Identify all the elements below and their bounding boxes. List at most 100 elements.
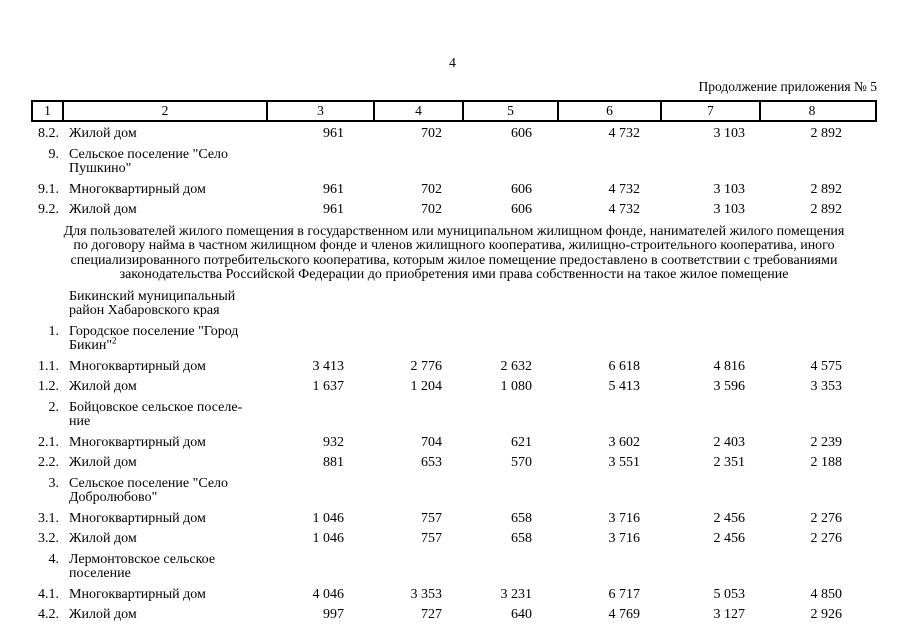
cell-col-7: 2 456 — [713, 531, 746, 547]
cell-col-5: 658 — [511, 531, 532, 547]
cell-col-3: 881 — [323, 455, 344, 471]
cell-col-4 — [377, 401, 468, 430]
table-row: 8.2. Жилой дом 961 702 606 4 732 3 103 2 892 — [31, 126, 877, 142]
cell-col-3: 1 046 — [312, 531, 345, 547]
row-name: Бикинский муниципальный район Хабаровско… — [69, 288, 236, 319]
row-name: Жилой дом — [69, 379, 137, 395]
cell-col-4: 3 353 — [410, 586, 443, 602]
row-number: 1. — [48, 323, 60, 339]
table-row: 2.1. Многоквартирный дом 932 704 621 3 602 2 4… — [31, 434, 877, 451]
row-number: 4. — [48, 551, 60, 567]
cell-col-6: 4 732 — [608, 181, 641, 197]
cell-col-7: 3 103 — [713, 202, 746, 217]
cell-col-6: 3 716 — [608, 531, 641, 547]
cell-col-4 — [377, 553, 468, 582]
row-number: 1.1. — [38, 358, 59, 374]
column-header-5: 5 — [462, 102, 557, 120]
cell-col-8: 2 276 — [810, 531, 843, 547]
row-number: 8.2. — [38, 126, 59, 141]
cell-col-7: 2 456 — [713, 510, 746, 526]
cell-col-4: 1 204 — [410, 379, 443, 395]
table-row: 1.2. Жилой дом 1 637 1 204 1 080 5 413 3 596 3 … — [31, 380, 877, 395]
cell-col-4: 704 — [421, 434, 442, 450]
cell-col-7 — [670, 290, 771, 319]
column-header-8: 8 — [759, 102, 863, 120]
cell-col-6: 6 717 — [608, 586, 641, 602]
column-header-4: 4 — [373, 102, 462, 120]
table-row: 3.1. Многоквартирный дом 1 046 757 658 3 716 2… — [31, 510, 877, 527]
cell-col-8 — [771, 401, 877, 430]
column-header-7: 7 — [660, 102, 759, 120]
table-body-bottom: Бикинский муниципальный район Хабаровско… — [31, 288, 877, 623]
cell-col-5: 3 231 — [500, 586, 533, 602]
cell-col-3: 997 — [323, 607, 344, 623]
cell-col-8 — [771, 148, 877, 177]
row-name: Многоквартирный дом — [69, 181, 206, 197]
table-row: 1.1. Многоквартирный дом 3 413 2 776 2 632 6 … — [31, 358, 877, 375]
page-number: 4 — [449, 55, 456, 70]
cell-col-7: 2 351 — [713, 455, 746, 471]
row-name: Городское поселение "Город Бикин"2 — [69, 323, 239, 354]
column-header-3: 3 — [266, 102, 373, 120]
cell-col-5: 640 — [511, 607, 532, 623]
cell-col-3 — [268, 290, 377, 319]
row-name: Многоквартирный дом — [69, 358, 206, 374]
row-number: 2.1. — [38, 434, 59, 450]
cell-col-8: 2 892 — [810, 202, 843, 217]
data-table: 1 2 3 4 5 6 7 8 8.2. Жилой дом 961 702 606 4 … — [31, 100, 877, 629]
footnote-ref: 2 — [112, 335, 117, 346]
row-name: Жилой дом — [69, 202, 137, 217]
cell-col-4: 653 — [421, 455, 442, 471]
row-number: 2.2. — [38, 455, 59, 471]
cell-col-5: 658 — [511, 510, 532, 526]
row-name: Бойцовское сельское поселе- ние — [69, 399, 243, 430]
row-name: Жилой дом — [69, 531, 137, 547]
row-number: 3.1. — [38, 510, 59, 526]
row-name: Жилой дом — [69, 126, 137, 141]
table-row: 4.1. Многоквартирный дом 4 046 3 353 3 231 6 … — [31, 586, 877, 603]
cell-col-3 — [268, 325, 377, 354]
table-row: 4. Лермонтовское сельское поселение — [31, 551, 877, 582]
cell-col-8: 2 276 — [810, 510, 843, 526]
cell-col-8: 3 353 — [810, 379, 843, 395]
cell-col-6 — [565, 325, 670, 354]
cell-col-7: 5 053 — [713, 586, 746, 602]
row-number: 3. — [48, 475, 60, 491]
cell-col-7: 3 596 — [713, 379, 746, 395]
column-header-6: 6 — [557, 102, 660, 120]
cell-col-4 — [377, 290, 468, 319]
cell-col-7 — [670, 325, 771, 354]
cell-col-6: 3 716 — [608, 510, 641, 526]
table-row: 2.2. Жилой дом 881 653 570 3 551 2 351 2 188 — [31, 456, 877, 471]
cell-col-6: 5 413 — [608, 379, 641, 395]
cell-col-4: 757 — [421, 510, 442, 526]
table-row: 4.2. Жилой дом 997 727 640 4 769 3 127 2 926 — [31, 608, 877, 623]
cell-col-7: 3 103 — [713, 181, 746, 197]
row-number: 9.1. — [38, 181, 59, 197]
note-paragraph: Для пользователей жилого помещения в гос… — [63, 223, 845, 283]
cell-col-5 — [468, 325, 565, 354]
row-name: Сельское поселение "Село Добролюбово" — [69, 475, 229, 506]
cell-col-5: 570 — [511, 455, 532, 471]
cell-col-5 — [468, 290, 565, 319]
cell-col-3 — [268, 148, 377, 177]
cell-col-5 — [468, 401, 565, 430]
continuation-label: Продолжение приложения № 5 — [698, 79, 877, 94]
cell-col-3 — [268, 553, 377, 582]
cell-col-7 — [670, 477, 771, 506]
cell-col-5: 606 — [511, 202, 532, 217]
cell-col-8: 4 850 — [810, 586, 843, 602]
cell-col-8: 2 892 — [810, 181, 843, 197]
cell-col-5: 2 632 — [500, 358, 533, 374]
row-number: 4.2. — [38, 607, 59, 623]
table-body-top: 8.2. Жилой дом 961 702 606 4 732 3 103 2 892 9. С… — [31, 126, 877, 218]
cell-col-4 — [377, 477, 468, 506]
cell-col-7 — [670, 148, 771, 177]
cell-col-3 — [268, 477, 377, 506]
cell-col-4: 702 — [421, 126, 442, 141]
cell-col-8: 2 188 — [810, 455, 843, 471]
cell-col-3: 4 046 — [312, 586, 345, 602]
cell-col-3 — [268, 401, 377, 430]
table-row: 3.2. Жилой дом 1 046 757 658 3 716 2 456 2 276 — [31, 532, 877, 547]
